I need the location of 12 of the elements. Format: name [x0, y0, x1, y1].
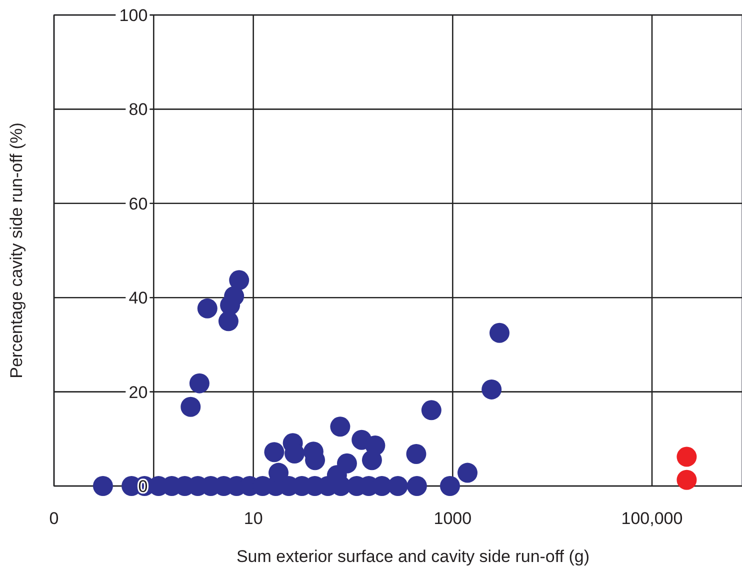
- y-tick-label: 20: [128, 382, 148, 402]
- y-tick-label: 0: [138, 476, 148, 496]
- y-tick-label: 100: [119, 6, 148, 25]
- y-tick-label: 80: [128, 100, 148, 120]
- y-axis-title: Percentage cavity side run-off (%): [7, 122, 26, 378]
- x-tick-label: 100,000: [621, 509, 683, 528]
- x-tick-label: 10: [244, 509, 263, 528]
- x-axis-title: Sum exterior surface and cavity side run-off (g): [236, 547, 590, 566]
- x-tick-label: 1000: [434, 509, 472, 528]
- x-tick-label: 0: [49, 509, 59, 528]
- y-tick-label: 60: [128, 194, 148, 214]
- y-tick-label: 40: [128, 288, 148, 308]
